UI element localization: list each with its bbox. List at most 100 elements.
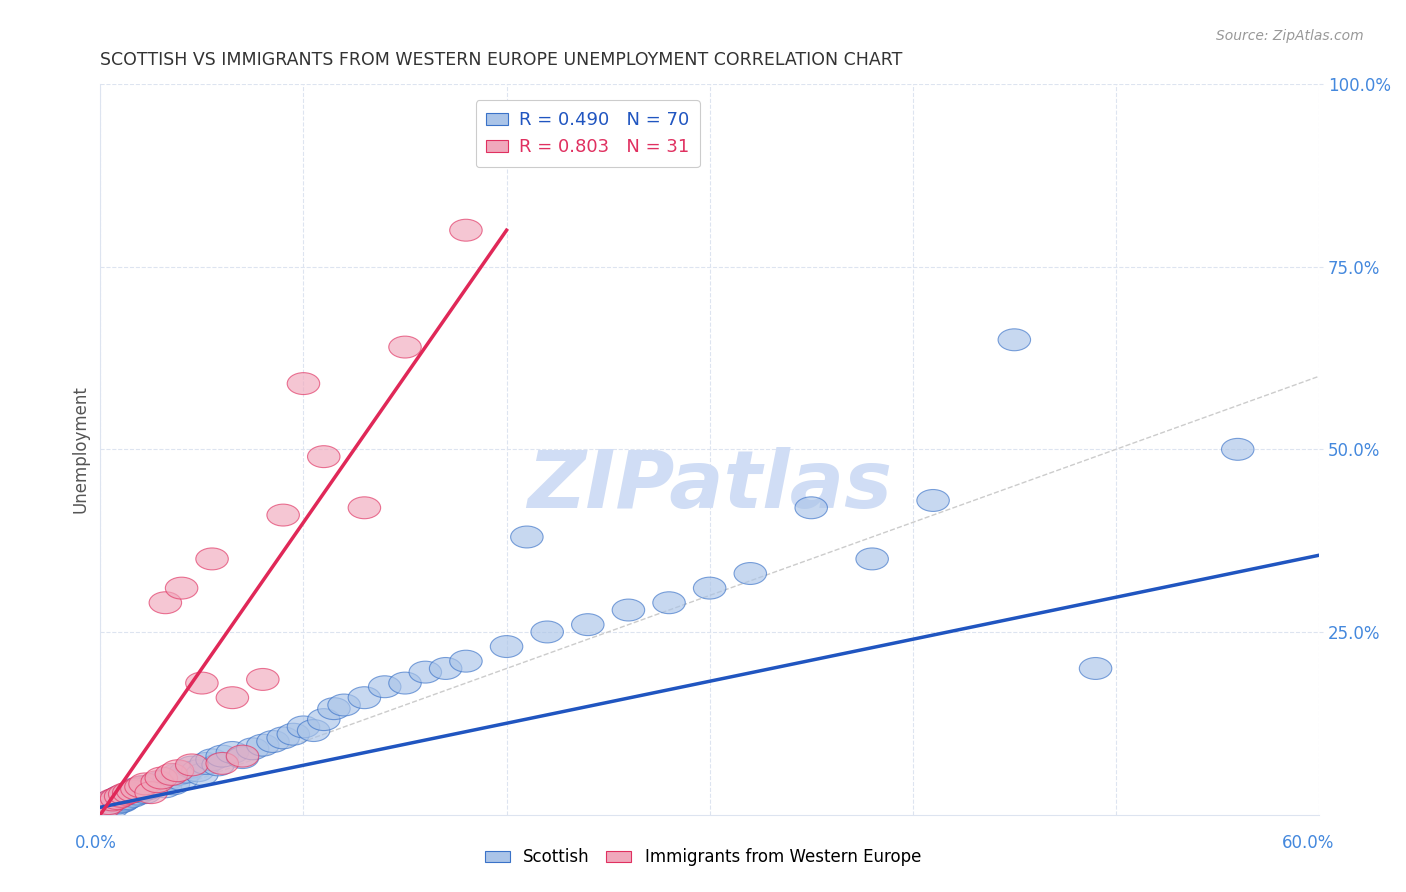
Ellipse shape	[652, 591, 685, 614]
Ellipse shape	[117, 780, 149, 802]
Ellipse shape	[145, 767, 177, 789]
Text: 60.0%: 60.0%	[1281, 834, 1334, 852]
Ellipse shape	[118, 778, 150, 800]
Ellipse shape	[104, 785, 136, 807]
Ellipse shape	[856, 548, 889, 570]
Ellipse shape	[267, 504, 299, 526]
Ellipse shape	[328, 694, 360, 716]
Ellipse shape	[89, 797, 121, 818]
Ellipse shape	[166, 577, 198, 599]
Ellipse shape	[141, 773, 173, 795]
Ellipse shape	[287, 716, 319, 738]
Ellipse shape	[155, 764, 187, 785]
Ellipse shape	[257, 731, 290, 753]
Ellipse shape	[93, 793, 125, 814]
Ellipse shape	[226, 745, 259, 767]
Ellipse shape	[318, 698, 350, 720]
Legend: Scottish, Immigrants from Western Europe: Scottish, Immigrants from Western Europe	[478, 842, 928, 873]
Ellipse shape	[450, 650, 482, 673]
Ellipse shape	[107, 790, 139, 813]
Ellipse shape	[734, 563, 766, 584]
Ellipse shape	[121, 778, 153, 800]
Ellipse shape	[90, 793, 122, 814]
Ellipse shape	[100, 788, 132, 809]
Ellipse shape	[195, 548, 228, 570]
Ellipse shape	[98, 789, 131, 811]
Ellipse shape	[693, 577, 725, 599]
Text: Source: ZipAtlas.com: Source: ZipAtlas.com	[1216, 29, 1364, 43]
Text: SCOTTISH VS IMMIGRANTS FROM WESTERN EUROPE UNEMPLOYMENT CORRELATION CHART: SCOTTISH VS IMMIGRANTS FROM WESTERN EURO…	[100, 51, 903, 69]
Ellipse shape	[162, 760, 194, 781]
Ellipse shape	[96, 789, 129, 811]
Ellipse shape	[205, 753, 239, 774]
Ellipse shape	[149, 776, 181, 797]
Ellipse shape	[190, 753, 222, 774]
Ellipse shape	[429, 657, 463, 680]
Ellipse shape	[166, 769, 198, 790]
Ellipse shape	[186, 673, 218, 694]
Ellipse shape	[409, 661, 441, 683]
Ellipse shape	[89, 795, 121, 817]
Ellipse shape	[388, 336, 422, 358]
Ellipse shape	[181, 760, 214, 781]
Ellipse shape	[217, 687, 249, 708]
Ellipse shape	[236, 738, 269, 760]
Text: 0.0%: 0.0%	[75, 834, 117, 852]
Ellipse shape	[135, 781, 167, 804]
Ellipse shape	[246, 734, 278, 756]
Y-axis label: Unemployment: Unemployment	[72, 385, 89, 513]
Ellipse shape	[368, 676, 401, 698]
Ellipse shape	[114, 781, 148, 804]
Ellipse shape	[612, 599, 645, 621]
Ellipse shape	[450, 219, 482, 241]
Ellipse shape	[108, 783, 141, 805]
Text: ZIPatlas: ZIPatlas	[527, 447, 893, 524]
Ellipse shape	[217, 741, 249, 764]
Ellipse shape	[349, 497, 381, 519]
Ellipse shape	[202, 754, 235, 776]
Ellipse shape	[297, 720, 330, 741]
Ellipse shape	[129, 773, 162, 795]
Ellipse shape	[267, 727, 299, 748]
Ellipse shape	[112, 783, 145, 805]
Ellipse shape	[349, 687, 381, 708]
Ellipse shape	[141, 771, 173, 793]
Ellipse shape	[491, 636, 523, 657]
Ellipse shape	[153, 767, 186, 789]
Ellipse shape	[149, 591, 181, 614]
Ellipse shape	[388, 673, 422, 694]
Ellipse shape	[93, 794, 125, 816]
Ellipse shape	[176, 754, 208, 776]
Ellipse shape	[121, 783, 153, 805]
Ellipse shape	[917, 490, 949, 511]
Ellipse shape	[117, 785, 149, 807]
Ellipse shape	[96, 797, 129, 818]
Ellipse shape	[176, 756, 208, 778]
Ellipse shape	[108, 789, 141, 811]
Ellipse shape	[308, 708, 340, 731]
Ellipse shape	[112, 781, 145, 804]
Ellipse shape	[136, 776, 169, 797]
Ellipse shape	[104, 785, 136, 807]
Ellipse shape	[205, 745, 239, 767]
Ellipse shape	[308, 446, 340, 467]
Ellipse shape	[531, 621, 564, 643]
Ellipse shape	[510, 526, 543, 548]
Ellipse shape	[103, 792, 135, 814]
Ellipse shape	[998, 329, 1031, 351]
Ellipse shape	[195, 748, 228, 771]
Ellipse shape	[794, 497, 828, 519]
Ellipse shape	[157, 773, 190, 795]
Ellipse shape	[135, 774, 167, 797]
Ellipse shape	[186, 764, 218, 785]
Ellipse shape	[94, 790, 127, 813]
Ellipse shape	[1080, 657, 1112, 680]
Ellipse shape	[145, 771, 177, 793]
Ellipse shape	[125, 780, 157, 802]
Ellipse shape	[100, 788, 132, 809]
Ellipse shape	[162, 764, 194, 785]
Ellipse shape	[277, 723, 309, 745]
Ellipse shape	[1222, 438, 1254, 460]
Ellipse shape	[127, 776, 159, 797]
Ellipse shape	[131, 778, 163, 800]
